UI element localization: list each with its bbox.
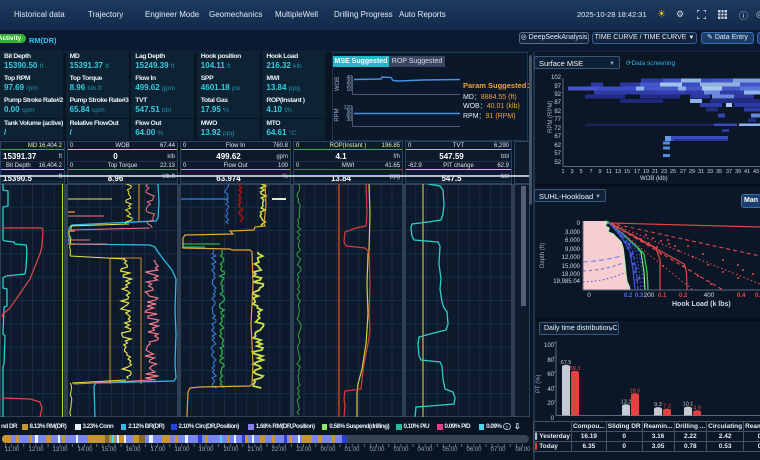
svg-text:7.3: 7.3 xyxy=(663,404,671,410)
svg-text:4.9: 4.9 xyxy=(693,405,701,411)
svg-text:10.1: 10.1 xyxy=(683,402,694,408)
svg-text:9.3: 9.3 xyxy=(654,402,662,408)
svg-text:67.5: 67.5 xyxy=(561,360,572,366)
svg-text:59.3: 59.3 xyxy=(570,366,581,372)
svg-text:13.2: 13.2 xyxy=(621,399,632,405)
svg-text:28.5: 28.5 xyxy=(630,388,641,394)
